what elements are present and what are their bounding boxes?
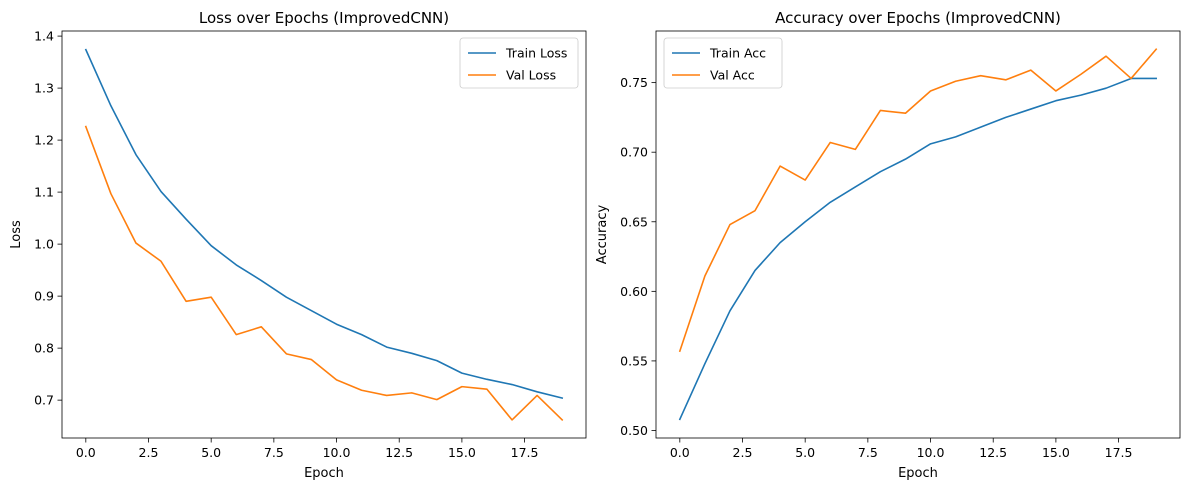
x-tick-label: 2.5: [733, 445, 753, 460]
y-tick-label: 0.8: [34, 341, 54, 356]
legend-label: Train Loss: [505, 46, 567, 61]
y-tick-label: 0.7: [34, 393, 54, 408]
y-tick-label: 0.55: [620, 353, 648, 368]
y-tick-label: 0.60: [620, 284, 648, 299]
y-tick-label: 0.50: [620, 423, 648, 438]
x-tick-label: 2.5: [139, 445, 159, 460]
chart-1: Loss over Epochs (ImprovedCNN) 0.0 2.5 5.0 7…: [9, 9, 587, 481]
y-tick-label: 0.9: [34, 289, 54, 304]
y-tick-label: 0.70: [620, 145, 648, 160]
x-axis-label: Epoch: [898, 466, 938, 481]
x-tick-label: 10.0: [323, 445, 351, 460]
y-tick-label: 1.0: [34, 237, 54, 252]
plot-frame: [61, 30, 587, 439]
y-axis-label: Accuracy: [595, 205, 610, 265]
x-tick-label: 7.5: [264, 445, 284, 460]
legend: Train Acc Val Acc: [663, 37, 783, 89]
x-tick-label: 17.5: [511, 445, 539, 460]
y-axis-label: Loss: [9, 220, 24, 249]
series-line-train-acc: [678, 77, 1157, 421]
chart-title: Loss over Epochs (ImprovedCNN): [199, 9, 449, 27]
x-tick-label: 5.0: [201, 445, 221, 460]
y-tick-label: 1.4: [34, 29, 54, 44]
x-tick-label: 5.0: [795, 445, 815, 460]
x-axis-label: Epoch: [304, 466, 344, 481]
x-tick-label: 15.0: [448, 445, 476, 460]
legend-label: Val Loss: [506, 68, 556, 83]
chart-title: Accuracy over Epochs (ImprovedCNN): [775, 9, 1061, 27]
x-tick-label: 0.0: [670, 445, 690, 460]
y-tick-label: 1.2: [34, 133, 54, 148]
y-tick-label: 0.65: [620, 214, 648, 229]
legend: Train Loss Val Loss: [459, 37, 579, 89]
plot-frame: [655, 30, 1181, 439]
x-tick-label: 10.0: [917, 445, 945, 460]
x-tick-label: 12.5: [385, 445, 413, 460]
x-tick-label: 0.0: [76, 445, 96, 460]
x-tick-label: 12.5: [979, 445, 1007, 460]
x-tick-label: 7.5: [858, 445, 878, 460]
series-line-train-loss: [84, 48, 564, 400]
chart-2: Accuracy over Epochs (ImprovedCNN) 0.0 2.5…: [595, 9, 1181, 481]
x-tick-label: 17.5: [1105, 445, 1133, 460]
series-line-val-loss: [84, 125, 564, 422]
legend-label: Train Acc: [709, 46, 766, 61]
x-tick-label: 15.0: [1042, 445, 1070, 460]
y-tick-label: 0.75: [620, 75, 648, 90]
series-line-val-acc: [678, 48, 1158, 353]
y-tick-label: 1.3: [34, 81, 54, 96]
legend-label: Val Acc: [710, 68, 755, 83]
y-tick-label: 1.1: [34, 185, 54, 200]
